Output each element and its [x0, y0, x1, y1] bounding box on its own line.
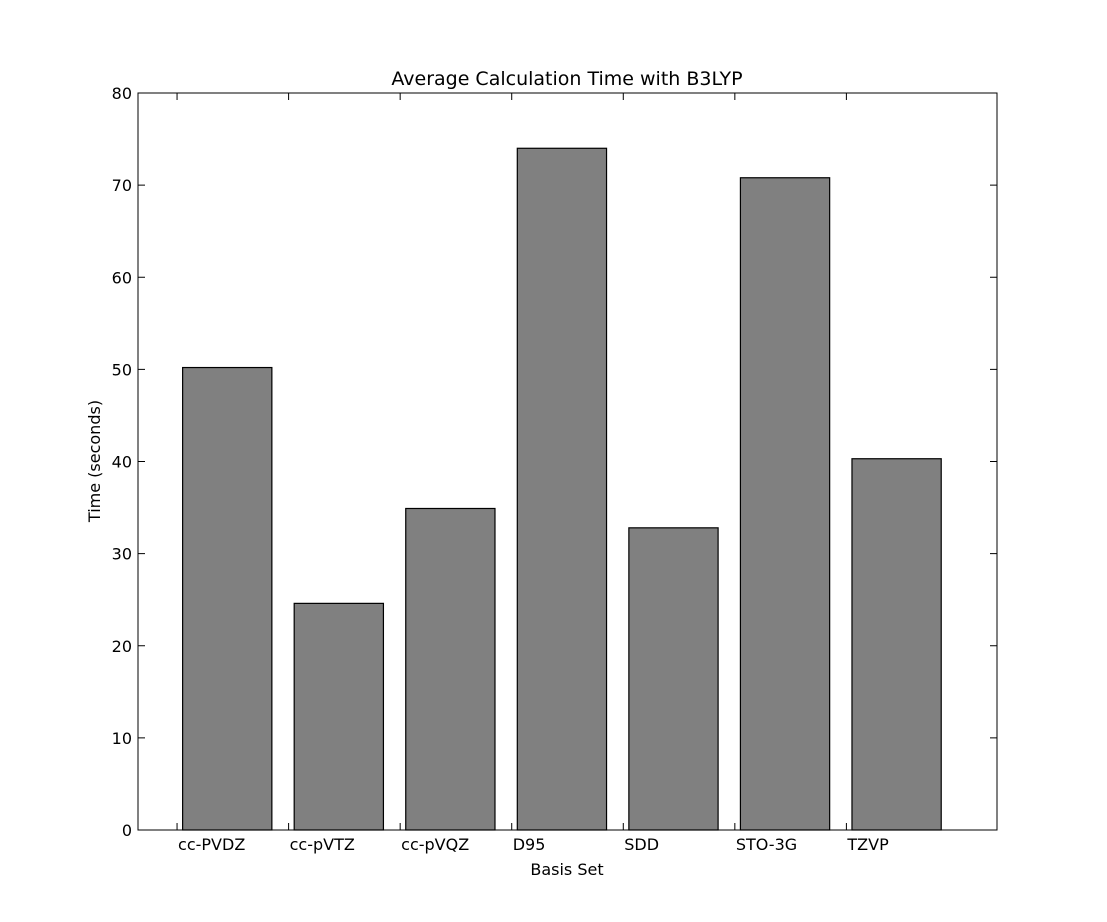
bar-sto-3g: [739, 177, 831, 831]
bar-cc-pvtz: [293, 602, 385, 831]
x-tick-label-sdd: SDD: [624, 835, 659, 854]
x-tick-label-tzvp: TZVP: [846, 835, 889, 854]
x-tick-label-cc-pvqz: cc-pVQZ: [401, 835, 469, 854]
x-axis-label: Basis Set: [530, 860, 603, 879]
x-tick-label-cc-pvtz: cc-pVTZ: [290, 835, 355, 854]
bars-group: [182, 147, 942, 831]
ticks-group: 0 10 20 30 40 50 60 70 80 cc-PVDZ cc-pVTZ cc-pVQZ D9…: [112, 84, 997, 854]
x-tick-label-sto-3g: STO-3G: [736, 835, 797, 854]
y-tick-label-70: 70: [112, 176, 132, 195]
y-tick-label-40: 40: [112, 453, 132, 472]
y-tick-label-30: 30: [112, 545, 132, 564]
bar-sdd: [628, 527, 719, 831]
y-tick-label-20: 20: [112, 637, 132, 656]
y-axis-label: Time (seconds): [85, 400, 104, 523]
bar-cc-pvqz: [405, 507, 496, 831]
bar-d95: [516, 147, 608, 831]
bar-tzvp: [851, 458, 942, 831]
x-tick-label-cc-pvdz: cc-PVDZ: [178, 835, 245, 854]
y-tick-label-10: 10: [112, 729, 132, 748]
x-tick-label-d95: D95: [513, 835, 546, 854]
y-tick-label-80: 80: [112, 84, 132, 103]
y-tick-label-60: 60: [112, 268, 132, 287]
chart-title: Average Calculation Time with B3LYP: [391, 68, 742, 90]
y-tick-label-0: 0: [122, 821, 132, 840]
bar-cc-pvdz: [182, 366, 273, 831]
y-tick-label-50: 50: [112, 360, 132, 379]
